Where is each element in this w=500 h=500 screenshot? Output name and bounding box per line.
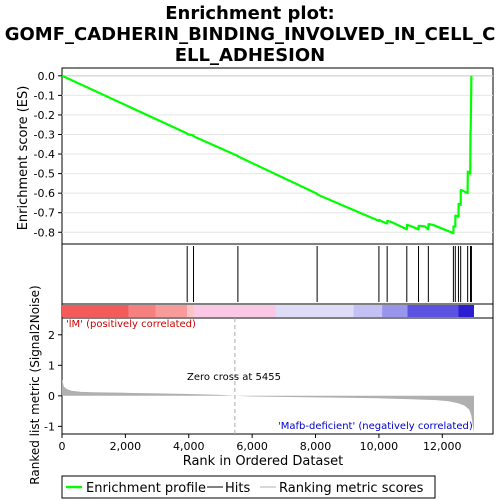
gradient-band (458, 305, 474, 317)
metric-layer (62, 318, 474, 434)
metric-y-tick-label: 2 (48, 329, 55, 342)
positive-correlation-label: 'lM' (positively correlated) (66, 319, 196, 330)
es-y-tick-label: -0.2 (34, 109, 55, 122)
es-series-layer (61, 74, 473, 235)
es-y-tick-label: -0.3 (34, 128, 55, 141)
es-profile-line (61, 74, 473, 235)
gradient-band (382, 305, 408, 317)
gradient-band (128, 305, 156, 317)
gradient-band (193, 305, 276, 317)
es-y-axis-label: Enrichment score (ES) (16, 86, 31, 231)
x-tick-label: 4,000 (173, 440, 205, 453)
x-tick-label: 2,000 (110, 440, 142, 453)
metric-y-tick-label: 1 (48, 359, 55, 372)
hits-layer (186, 246, 472, 302)
x-tick-label: 0 (59, 440, 66, 453)
x-tick-label: 10,000 (360, 440, 399, 453)
x-axis-label: Rank in Ordered Dataset (183, 454, 344, 469)
chart-title-line-1: Enrichment plot: (165, 3, 335, 24)
metric-y-tick-label: -1 (44, 420, 55, 433)
gradient-band (187, 305, 194, 317)
es-panel-frame (61, 67, 494, 245)
gradient-layer (62, 305, 474, 317)
es-y-tick-label: -0.6 (34, 187, 55, 200)
zero-cross-label: Zero cross at 5455 (187, 372, 281, 383)
axis-layer: 0.0 -0.1 -0.2 -0.3 -0.4 -0.5 -0.6 -0.7 -0.8 2 1 0 -1… (34, 70, 462, 453)
legend-entry-hits: Hits (225, 481, 250, 496)
legend-entry-metric: Ranking metric scores (279, 481, 424, 496)
es-y-tick-label: -0.5 (34, 168, 55, 181)
metric-y-tick-label: 0 (48, 390, 55, 403)
metric-panel-frame (61, 317, 494, 435)
gradient-band (407, 305, 459, 317)
es-y-tick-label: -0.1 (34, 89, 55, 102)
gradient-band (275, 305, 354, 317)
x-tick-label: 6,000 (236, 440, 268, 453)
chart-title-line-2: GOMF_CADHERIN_BINDING_INVOLVED_IN_CELL_C (5, 24, 496, 45)
es-y-tick-label: -0.4 (34, 148, 55, 161)
negative-correlation-label: 'Mafb-deficient' (negatively correlated) (278, 421, 473, 432)
es-y-tick-label: 0.0 (38, 70, 56, 83)
x-tick-label: 12,000 (423, 440, 462, 453)
gradient-band (353, 305, 383, 317)
legend-box (61, 475, 436, 499)
es-y-tick-label: -0.7 (34, 207, 55, 220)
gradient-band (62, 305, 129, 317)
es-y-tick-label: -0.8 (34, 226, 55, 239)
metric-y-axis-label: Ranked list metric (Signal2Noise) (28, 285, 42, 484)
legend: Enrichment profile Hits Ranking metric s… (61, 475, 436, 499)
chart-title-line-3: ELL_ADHESION (175, 45, 326, 66)
x-tick-label: 8,000 (300, 440, 332, 453)
gradient-band (155, 305, 188, 317)
es-gridlines (62, 75, 493, 233)
legend-entry-profile: Enrichment profile (86, 481, 206, 496)
